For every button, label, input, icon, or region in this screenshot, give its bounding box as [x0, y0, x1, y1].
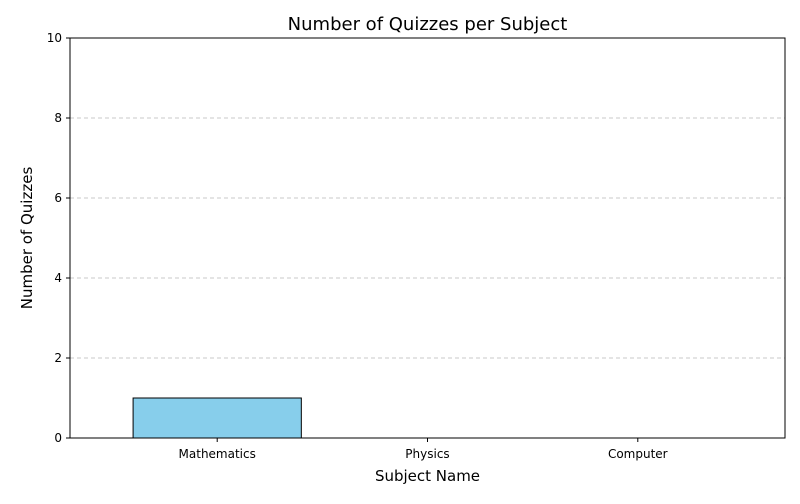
y-tick-label: 10: [47, 31, 62, 45]
x-axis-title: Subject Name: [375, 467, 480, 485]
y-ticks: 0 2 4 6 8 10: [47, 31, 70, 445]
bars: [132, 397, 302, 439]
y-tick-label: 6: [54, 191, 62, 205]
y-tick-label: 4: [54, 271, 62, 285]
x-tick-label-physics: Physics: [405, 447, 449, 461]
x-tick-label-mathematics: Mathematics: [179, 447, 256, 461]
chart-title: Number of Quizzes per Subject: [288, 14, 568, 35]
bar-mathematics: [132, 397, 302, 439]
x-tick-label-computer: Computer: [608, 447, 668, 461]
y-axis-title: Number of Quizzes: [18, 167, 36, 310]
plot-frame: [69, 37, 786, 439]
x-ticks: Mathematics Physics Computer: [179, 438, 668, 461]
y-tick-label: 8: [54, 111, 62, 125]
y-tick-label: 0: [54, 431, 62, 445]
y-tick-label: 2: [54, 351, 62, 365]
grid-lines: [70, 117, 785, 359]
